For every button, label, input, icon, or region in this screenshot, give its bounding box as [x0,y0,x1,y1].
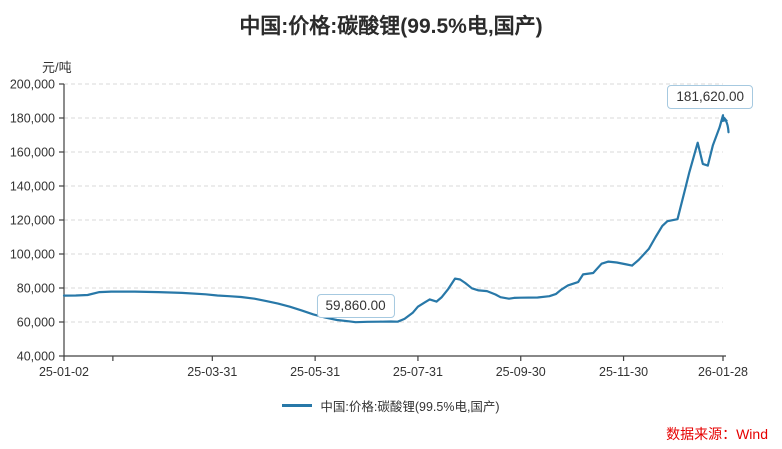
y-tick-label: 60,000 [17,316,55,330]
y-tick-label: 40,000 [17,350,55,364]
y-tick-label: 120,000 [10,214,55,228]
legend-line-swatch-icon [282,404,313,407]
y-tick-label: 160,000 [10,146,55,160]
x-tick-label: 25-05-31 [290,365,340,379]
y-axis-unit-label: 元/吨 [42,60,72,75]
min-value-callout: 59,860.00 [316,294,395,319]
y-tick-label: 180,000 [10,112,55,126]
y-tick-label: 140,000 [10,180,55,194]
y-tick-label: 200,000 [10,78,55,92]
chart-title: 中国:价格:碳酸锂(99.5%电,国产) [239,15,543,38]
y-tick-label: 100,000 [10,248,55,262]
callout-arrowhead [721,115,728,123]
y-tick-label: 80,000 [17,282,55,296]
x-tick-label: 25-07-31 [393,365,443,379]
legend-label: 中国:价格:碳酸锂(99.5%电,国产) [320,400,500,414]
x-tick-label: 25-01-02 [39,365,89,379]
x-tick-label: 26-01-28 [698,365,748,379]
max-value-callout: 181,620.00 [667,85,753,110]
legend: 中国:价格:碳酸锂(99.5%电,国产) [0,396,782,415]
x-tick-label: 25-09-30 [496,365,546,379]
x-tick-label: 25-11-30 [599,365,648,379]
price-line [62,114,725,324]
x-tick-label: 25-03-31 [187,365,237,379]
data-source-note: 数据来源：Wind [666,426,768,442]
